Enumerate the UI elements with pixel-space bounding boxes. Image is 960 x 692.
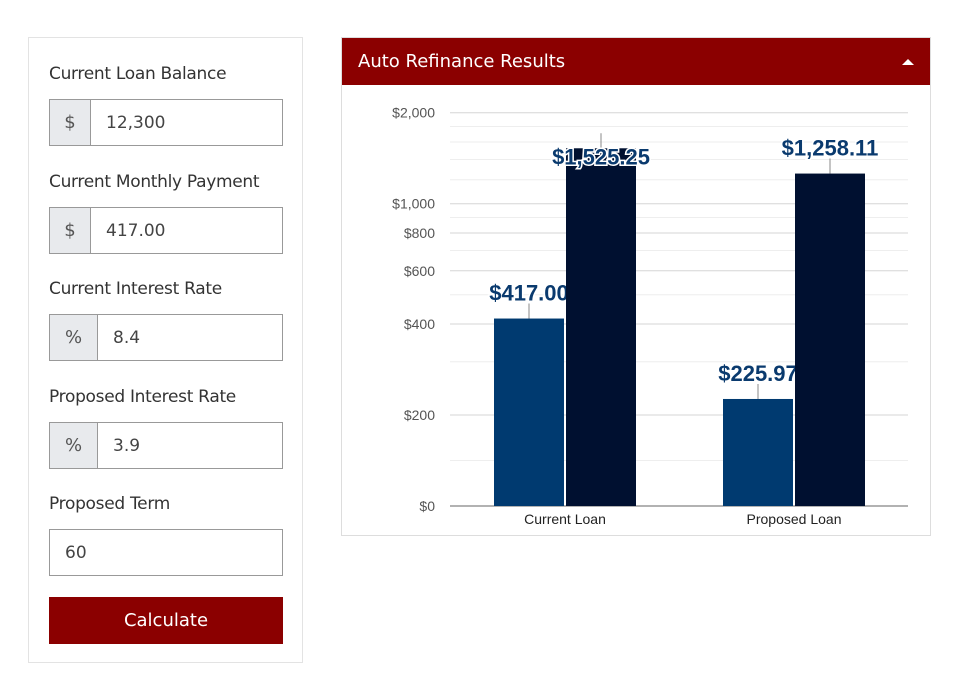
field-label: Current Interest Rate	[49, 279, 222, 299]
calculate-button[interactable]: Calculate	[49, 597, 283, 644]
panel-header[interactable]: Auto Refinance Results	[342, 38, 930, 85]
data-label: $1,525.25	[552, 144, 650, 169]
current-interest-rate-input[interactable]: % 8.4	[49, 314, 283, 361]
results-chart: $0 $200 $400 $600 $800 $1,000 $2,000 Current Lo…	[392, 105, 908, 527]
data-label: $1,258.11	[782, 136, 879, 161]
caret-up-icon[interactable]	[902, 58, 914, 65]
current-loan-balance-input[interactable]: $ 12,300	[49, 99, 283, 146]
bar	[566, 148, 636, 507]
y-tick-label: $800	[404, 225, 435, 241]
bar	[494, 318, 564, 506]
y-tick-label: $2,000	[392, 105, 435, 121]
y-tick-label: $600	[404, 263, 435, 279]
input-value[interactable]: 8.4	[113, 327, 141, 348]
input-value[interactable]: 3.9	[113, 435, 141, 456]
y-tick-label: $200	[404, 407, 435, 423]
input-value[interactable]: 60	[65, 542, 87, 563]
proposed-term-input[interactable]: 60	[49, 529, 283, 576]
panel-title: Auto Refinance Results	[358, 51, 566, 72]
dollar-addon: $	[50, 100, 91, 145]
bar	[723, 398, 793, 506]
bar	[795, 173, 865, 506]
field-label: Current Monthly Payment	[49, 172, 260, 192]
x-tick-label: Proposed Loan	[747, 511, 842, 527]
percent-addon: %	[50, 315, 98, 360]
proposed-interest-rate-input[interactable]: % 3.9	[49, 422, 283, 469]
x-tick-label: Current Loan	[524, 511, 606, 527]
dollar-addon: $	[50, 208, 91, 253]
input-value[interactable]: 417.00	[106, 220, 166, 241]
y-tick-label: $0	[419, 498, 435, 514]
percent-addon: %	[50, 423, 98, 468]
field-label: Current Loan Balance	[49, 64, 227, 84]
results-panel: Auto Refinance Results $0 $200 $400 $600 $80…	[341, 37, 931, 536]
field-label: Proposed Interest Rate	[49, 387, 236, 407]
current-monthly-payment-input[interactable]: $ 417.00	[49, 207, 283, 254]
field-label: Proposed Term	[49, 494, 170, 514]
data-label: $417.00	[489, 281, 569, 306]
data-label: $225.97	[718, 361, 798, 386]
y-tick-label: $400	[404, 316, 435, 332]
input-value[interactable]: 12,300	[106, 112, 166, 133]
y-tick-label: $1,000	[392, 196, 435, 212]
loan-form: Current Loan Balance $ 12,300 Current Mo…	[28, 37, 303, 663]
